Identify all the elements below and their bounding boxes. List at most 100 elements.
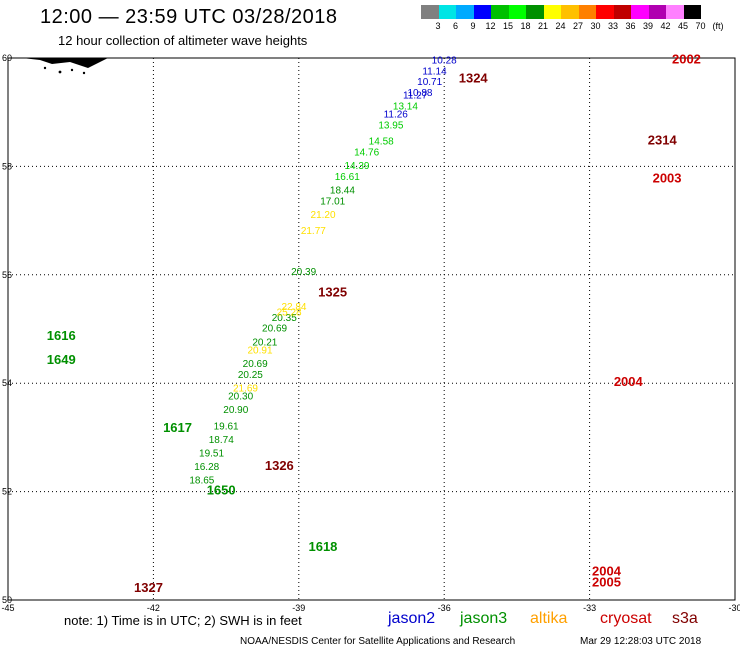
legend-value: 30 <box>590 21 601 31</box>
wave-height-value: 21.69 <box>233 383 258 394</box>
legend-swatch <box>543 5 561 19</box>
wave-height-value: 20.69 <box>262 324 287 335</box>
legend-value: 36 <box>625 21 636 31</box>
wave-height-value: 20.35 <box>272 313 297 324</box>
wave-height-value: 20.91 <box>248 345 273 356</box>
wave-height-value: 20.39 <box>291 267 316 278</box>
sat-label-cryosat: cryosat <box>600 610 652 627</box>
legend-swatch <box>473 5 491 19</box>
wave-height-value: 13.14 <box>393 101 418 112</box>
legend-value: 15 <box>502 21 513 31</box>
legend-value: 42 <box>660 21 671 31</box>
legend-value: 45 <box>677 21 688 31</box>
legend-value: 18 <box>520 21 531 31</box>
wave-height-value: 14.39 <box>344 161 369 172</box>
map-frame <box>7 57 736 601</box>
legend-value: 39 <box>642 21 653 31</box>
wave-height-value: 17.01 <box>320 196 345 207</box>
wave-height-value: 22.84 <box>281 302 306 313</box>
pass-number-label: 1650 <box>207 482 236 497</box>
wave-height-value: 18.44 <box>330 186 355 197</box>
lat-tick-label: 58 <box>2 161 12 171</box>
legend-swatch <box>508 5 526 19</box>
pass-number-label: 1327 <box>134 580 163 595</box>
lat-tick-label: 52 <box>2 487 12 497</box>
sat-label-jason2: jason2 <box>388 610 436 627</box>
legend-swatch <box>631 5 649 19</box>
sat-label-jason3: jason3 <box>460 610 508 627</box>
wave-height-value: 10.88 <box>407 88 432 99</box>
lat-lon-grid <box>7 57 736 601</box>
legend-value: (ft) <box>712 21 724 31</box>
wave-height-value: 11.27 <box>403 91 428 102</box>
wave-height-value: 11.14 <box>422 66 447 77</box>
wave-height-value: 19.51 <box>199 448 224 459</box>
pass-number-label: 2005 <box>592 574 621 589</box>
lon-tick-label: -30 <box>728 603 740 613</box>
lat-tick-label: 60 <box>2 53 12 63</box>
legend-swatch <box>456 5 474 19</box>
wave-height-value: 18.74 <box>209 435 234 446</box>
legend-value: 21 <box>537 21 548 31</box>
wave-height-value: 20.69 <box>243 359 268 370</box>
wave-height-value: 13.95 <box>378 120 403 131</box>
sat-label-s3a: s3a <box>672 610 698 627</box>
wave-height-value: 10.28 <box>432 55 457 66</box>
legend-swatch <box>666 5 684 19</box>
legend-value: 12 <box>485 21 496 31</box>
pass-number-label: 2004 <box>614 374 644 389</box>
legend-swatch <box>596 5 614 19</box>
units-note: note: 1) Time is in UTC; 2) SWH is in fe… <box>64 613 302 628</box>
lat-tick-label: 50 <box>2 595 12 605</box>
wave-height-value: 20.90 <box>223 405 248 416</box>
pass-number-label: 2314 <box>648 133 678 148</box>
legend-value: 3 <box>435 21 441 31</box>
page-title: 12:00 — 23:59 UTC 03/28/2018 <box>40 6 338 28</box>
legend-value: 70 <box>695 21 706 31</box>
wave-height-value: 10.71 <box>417 77 442 88</box>
legend-swatch <box>526 5 544 19</box>
legend-swatch <box>578 5 596 19</box>
wave-height-value: 20.25 <box>238 370 263 381</box>
lon-tick-label: -39 <box>292 603 305 613</box>
pass-number-label: 1325 <box>318 284 347 299</box>
wave-height-value: 19.61 <box>214 421 239 432</box>
legend-swatch <box>491 5 509 19</box>
wave-height-value: 21.77 <box>301 226 326 237</box>
legend-swatch <box>648 5 666 19</box>
wave-height-value: 14.76 <box>354 148 379 159</box>
lon-tick-label: -42 <box>147 603 160 613</box>
wave-height-value: 16.61 <box>335 172 360 183</box>
legend-value: 33 <box>607 21 618 31</box>
legend-swatch <box>438 5 456 19</box>
pass-number-label: 1324 <box>459 70 489 85</box>
pass-number-label: 2003 <box>653 171 682 186</box>
lon-tick-label: -45 <box>1 603 14 613</box>
pass-number-label: 2002 <box>672 51 701 66</box>
legend-swatch <box>421 5 439 19</box>
wave-height-value: 20.21 <box>252 337 277 348</box>
pass-number-label: 1617 <box>163 420 192 435</box>
wave-height-value: 18.65 <box>189 475 214 486</box>
legend-value: 9 <box>470 21 476 31</box>
timestamp: Mar 29 12:28:03 UTC 2018 <box>580 636 702 647</box>
greenland-coastline <box>22 58 108 75</box>
legend-value: 27 <box>572 21 583 31</box>
page-subtitle: 12 hour collection of altimeter wave hei… <box>58 33 308 48</box>
legend-swatch <box>683 5 701 19</box>
pass-labels: 1324132513261327231420022003200420042005… <box>47 51 701 594</box>
pass-number-label: 1616 <box>47 328 76 343</box>
wave-height-value: 16.28 <box>194 462 219 473</box>
pass-number-label: 1618 <box>308 539 337 554</box>
lat-tick-label: 56 <box>2 270 12 280</box>
legend-value: 24 <box>555 21 566 31</box>
legend-value: 6 <box>452 21 458 31</box>
wave-height-value: 20.30 <box>228 391 253 402</box>
wave-height-value: 11.26 <box>384 110 409 121</box>
legend-swatch <box>613 5 631 19</box>
lat-tick-label: 54 <box>2 378 12 388</box>
pass-number-label: 1326 <box>265 458 294 473</box>
lon-tick-label: -36 <box>438 603 451 613</box>
